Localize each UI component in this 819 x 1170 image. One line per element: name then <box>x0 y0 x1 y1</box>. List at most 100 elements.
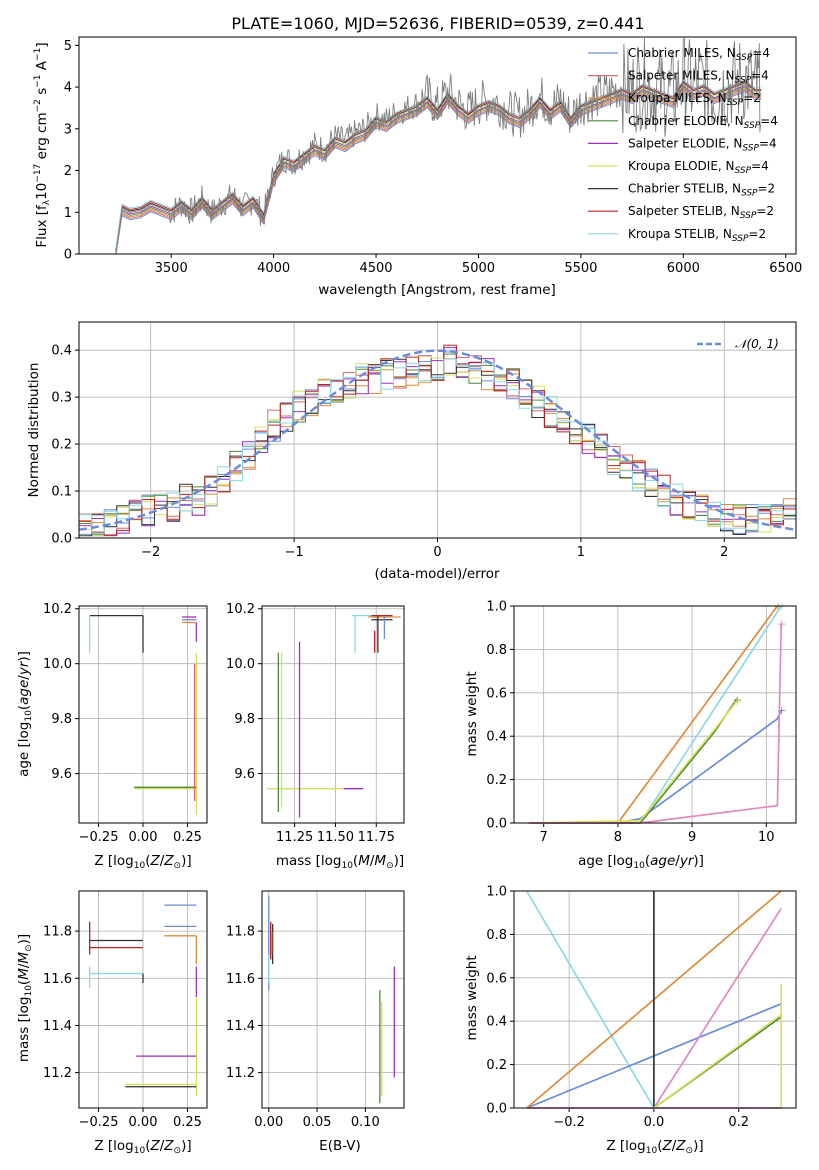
x-tick-label: 11.75 <box>358 830 395 845</box>
weight-marker-3: + <box>733 693 742 706</box>
spectrum-ylabel: Flux [fλ10−17 erg cm−2 s−1 A−1] <box>33 42 52 247</box>
figure-title: PLATE=1060, MJD=52636, FIBERID=0539, z=0… <box>231 14 644 33</box>
panel5-ylabel: mass weight <box>464 671 480 756</box>
y-tick-label: 11.4 <box>43 1019 72 1034</box>
y-tick-label: 9.8 <box>234 712 255 727</box>
residual-histogram-0 <box>79 351 796 537</box>
x-tick-label: 11.50 <box>317 830 354 845</box>
y-tick-label: 0.2 <box>486 773 507 788</box>
weight-line-0 <box>525 890 655 1109</box>
residual-axes-frame <box>78 321 797 539</box>
residual-ylabel: Normed distribution <box>26 363 42 498</box>
x-tick-label: 4000 <box>257 261 290 276</box>
x-tick-label: 9 <box>688 830 696 845</box>
x-tick-label: 6000 <box>667 261 700 276</box>
y-tick-label: 0.4 <box>51 344 72 359</box>
weight-marker-1: + <box>777 704 786 717</box>
mass-vs-metallicity-panel: −0.25 0.00 0.25 11.2 11.4 11.6 11.8 <box>43 890 208 1130</box>
residual-xlabel: (data-model)/error <box>374 566 500 582</box>
legend-label-0: Chabrier MILES, NSSP=4 <box>628 46 770 63</box>
y-tick-label: 0.6 <box>486 971 507 986</box>
weight-line-4 <box>653 907 782 1109</box>
panel4-frame <box>261 605 405 824</box>
y-tick-label: 0.2 <box>51 438 72 453</box>
legend-label-3: Chabrier ELODIE, NSSP=4 <box>628 114 778 131</box>
x-tick-label: 1 <box>577 545 585 560</box>
residual-panel: −2 −1 0 1 2 0.0 0.1 0.2 0.3 0.4 𝒩(0, 1) (data-mod… <box>26 321 797 582</box>
x-tick-label: 0.00 <box>254 1115 283 1130</box>
y-tick-label: 11.6 <box>226 972 255 987</box>
age-vs-metallicity-panel: −0.25 0.00 0.25 9.6 9.8 10.0 10.2 <box>43 602 208 845</box>
weight-line-0 <box>528 605 779 824</box>
normal-legend-label: 𝒩(0, 1) <box>735 337 779 351</box>
y-tick-label: 0.1 <box>51 485 72 500</box>
weight-marker-5: + <box>777 617 786 630</box>
x-tick-label: 7 <box>540 830 548 845</box>
y-tick-label: 0.0 <box>486 1102 507 1117</box>
x-tick-label: 5000 <box>462 261 495 276</box>
legend-label-6: Chabrier STELIB, NSSP=2 <box>628 182 775 199</box>
x-tick-label: 11.25 <box>276 830 313 845</box>
panel7-frame <box>261 890 405 1109</box>
panel6-frame <box>78 890 208 1109</box>
y-tick-label: 0.6 <box>486 686 507 701</box>
normal-curve <box>78 349 797 532</box>
panel8-ylabel: mass weight <box>464 955 480 1040</box>
y-tick-label: 9.6 <box>234 767 255 782</box>
residual-histogram-4 <box>79 347 796 536</box>
x-tick-label: 0.00 <box>129 1115 158 1130</box>
y-tick-label: 0.8 <box>486 928 507 943</box>
residual-histogram-5 <box>79 355 796 537</box>
weight-marker-4: + <box>733 695 742 708</box>
x-tick-label: −1 <box>285 545 304 560</box>
y-tick-label: 0.0 <box>486 817 507 832</box>
legend-label-8: Kroupa STELIB, NSSP=2 <box>628 227 766 244</box>
observed-spectrum-line <box>109 36 762 255</box>
y-tick-label: 0.8 <box>486 643 507 658</box>
panel8-xlabel: Z [log10(Z/Z⊙)] <box>606 1138 703 1156</box>
y-tick-label: 5 <box>64 39 72 54</box>
spectrum-axes-frame <box>78 36 797 255</box>
legend-label-4: Salpeter ELODIE, NSSP=4 <box>628 136 777 153</box>
panel3-frame <box>78 605 208 824</box>
x-tick-label: 0.05 <box>303 1115 332 1130</box>
x-tick-label: −2 <box>141 545 160 560</box>
legend-label-1: Salpeter MILES, NSSP=4 <box>628 69 769 86</box>
panel5-frame <box>513 605 797 824</box>
x-tick-label: −0.25 <box>79 1115 119 1130</box>
panel6-ylabel: mass [log10(M/M⊙)] <box>16 934 34 1062</box>
weight-line-4 <box>528 700 738 824</box>
panel8-frame <box>513 890 797 1109</box>
weight-vs-metallicity-panel: −0.2 0.0 0.2 0.0 0.2 0.4 0.6 0.8 1.0 <box>486 885 797 1130</box>
y-tick-label: 0.0 <box>51 532 72 547</box>
y-tick-label: 0.3 <box>51 391 72 406</box>
x-tick-label: 5500 <box>564 261 597 276</box>
y-tick-label: 10.2 <box>226 602 255 617</box>
panel4-xlabel: mass [log10(M/M⊙)] <box>276 853 404 871</box>
y-tick-label: 0 <box>64 248 72 263</box>
y-tick-label: 11.6 <box>43 972 72 987</box>
weight-line-2 <box>528 605 782 824</box>
x-tick-label: −0.25 <box>79 830 119 845</box>
y-tick-label: 0.4 <box>486 730 507 745</box>
y-tick-label: 11.2 <box>43 1066 72 1081</box>
spectrum-legend: Chabrier MILES, NSSP=4 Salpeter MILES, NS… <box>588 46 778 244</box>
y-tick-label: 9.6 <box>51 767 72 782</box>
y-tick-label: 4 <box>64 81 72 96</box>
x-tick-label: 0 <box>433 545 441 560</box>
y-tick-label: 10.2 <box>43 602 72 617</box>
panel6-xlabel: Z [log10(Z/Z⊙)] <box>94 1138 191 1156</box>
x-tick-label: 10 <box>758 830 775 845</box>
y-tick-label: 1.0 <box>486 600 507 615</box>
x-tick-label: 0.2 <box>728 1115 749 1130</box>
x-tick-label: 4500 <box>359 261 392 276</box>
y-tick-label: 9.8 <box>51 712 72 727</box>
y-tick-label: 0.4 <box>486 1015 507 1030</box>
x-tick-label: 0.0 <box>644 1115 665 1130</box>
panel7-xlabel: E(B-V) <box>319 1138 361 1154</box>
weight-line-7 <box>653 1014 782 1109</box>
x-tick-label: 6500 <box>769 261 802 276</box>
x-tick-label: 3500 <box>155 261 188 276</box>
y-tick-label: 11.4 <box>226 1019 255 1034</box>
